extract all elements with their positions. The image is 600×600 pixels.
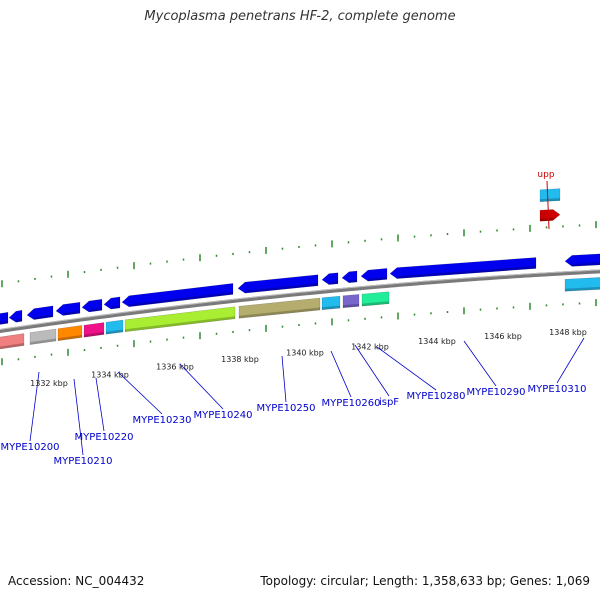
gene-arrow-minus bbox=[0, 312, 9, 325]
gene-label-leader bbox=[330, 350, 352, 398]
gene-block-inner bbox=[0, 333, 25, 350]
gene-arrow-minus-shade bbox=[329, 281, 338, 285]
gene-block-inner bbox=[57, 325, 83, 341]
gene-arrow-minus-shade bbox=[63, 310, 80, 316]
genome-backbone bbox=[0, 269, 600, 334]
gene-block-inner-shade bbox=[106, 329, 123, 335]
gene-arrow-minus bbox=[564, 253, 600, 267]
gene-label-leader bbox=[73, 378, 84, 456]
gene-block-inner bbox=[564, 277, 600, 292]
gene-arrow-minus bbox=[121, 283, 234, 308]
gene-block-inner bbox=[83, 322, 105, 338]
gene-label: ispF bbox=[379, 397, 399, 408]
gene-label: MYPE10240 bbox=[194, 410, 253, 421]
gene-block-inner-shade bbox=[343, 303, 359, 308]
gene-arrow-minus bbox=[360, 268, 388, 282]
gene-arrow-minus-shade bbox=[245, 283, 318, 294]
kbp-tick-label: 1344 kbp bbox=[418, 337, 456, 346]
gene-label-leader bbox=[556, 337, 585, 384]
gene-block-inner-shade bbox=[58, 334, 82, 341]
gene-arrow-minus bbox=[321, 272, 339, 285]
gene-block-inner-shade bbox=[362, 301, 389, 307]
gene-block-inner-shade bbox=[125, 316, 235, 332]
gene-label: MYPE10280 bbox=[407, 391, 466, 402]
upp-gene-label: upp bbox=[537, 170, 554, 180]
gene-block-inner-shade bbox=[0, 343, 24, 350]
gene-block-inner bbox=[361, 291, 390, 307]
gene-label: MYPE10250 bbox=[257, 403, 316, 414]
gene-label: MYPE10230 bbox=[133, 415, 192, 426]
gene-label-leader bbox=[29, 371, 40, 442]
gene-label: MYPE10260 bbox=[322, 398, 381, 409]
kbp-tick-label: 1336 kbp bbox=[156, 363, 194, 372]
gene-block-inner-shade bbox=[30, 338, 56, 345]
gene-arrow-minus-shade bbox=[89, 307, 102, 312]
upp-gene-arrow bbox=[539, 209, 561, 222]
gene-block-inner bbox=[342, 294, 360, 309]
gene-arrow-minus-shade bbox=[34, 314, 53, 320]
genome-backbone-highlight bbox=[0, 269, 600, 331]
gene-label: MYPE10200 bbox=[1, 442, 60, 453]
gene-block-inner bbox=[124, 306, 236, 333]
accession-text: Accession: NC_004432 bbox=[8, 574, 145, 588]
gene-arrow-minus bbox=[26, 305, 54, 320]
gene-arrow-minus-shade bbox=[16, 318, 22, 323]
kbp-tick-label: 1340 kbp bbox=[286, 348, 324, 357]
gene-arrow-minus bbox=[237, 274, 319, 294]
gene-arrow-minus bbox=[8, 310, 23, 323]
upp-gene-arrow-shade bbox=[540, 218, 553, 222]
gene-label: MYPE10210 bbox=[54, 456, 113, 467]
gene-label: MYPE10220 bbox=[75, 432, 134, 443]
gene-block-inner bbox=[321, 295, 341, 311]
gene-arrow-minus-shade bbox=[572, 262, 600, 267]
kbp-tick-label: 1348 kbp bbox=[549, 328, 587, 337]
gene-block-inner bbox=[105, 319, 124, 335]
gene-block-inner bbox=[238, 297, 321, 319]
gene-block-inner-shade bbox=[239, 307, 320, 319]
gene-block-inner-shade bbox=[322, 305, 340, 310]
upp-label-line bbox=[546, 180, 550, 230]
kbp-tick-label: 1332 kbp bbox=[30, 379, 68, 388]
kbp-tick-label: 1338 kbp bbox=[221, 355, 259, 364]
gene-label-leader bbox=[354, 344, 390, 397]
gene-label-leader bbox=[463, 340, 497, 387]
gene-label-leader bbox=[179, 363, 224, 410]
gene-arrow-minus-shade bbox=[368, 276, 387, 282]
kbp-tick-label: 1342 kbp bbox=[351, 342, 389, 351]
gene-label: MYPE10310 bbox=[528, 384, 587, 395]
gene-label-leader bbox=[95, 377, 105, 432]
gene-arrow-minus-shade bbox=[129, 291, 233, 307]
gene-block-inner-shade bbox=[565, 286, 600, 292]
gene-label: MYPE10290 bbox=[467, 387, 526, 398]
gene-block-outer-shade bbox=[540, 198, 560, 202]
gene-arrow-minus-shade bbox=[0, 320, 8, 325]
gene-arrow-minus-shade bbox=[111, 305, 120, 310]
gene-arrow-minus bbox=[55, 301, 81, 316]
gene-arrow-minus bbox=[341, 270, 358, 284]
gene-label-leader bbox=[117, 371, 163, 415]
kbp-tick-label: 1334 kbp bbox=[91, 371, 129, 380]
genome-summary-text: Topology: circular; Length: 1,358,633 bp… bbox=[260, 574, 590, 588]
gene-arrow-minus-shade bbox=[349, 279, 357, 283]
gene-label-leader bbox=[281, 355, 287, 403]
gene-arrow-minus-shade bbox=[397, 266, 536, 279]
gene-block-inner-shade bbox=[84, 332, 104, 338]
gene-block-inner bbox=[29, 328, 57, 345]
gene-arrow-minus bbox=[389, 257, 537, 279]
gene-arrow-minus bbox=[103, 296, 121, 310]
gene-label-leader bbox=[376, 346, 437, 391]
kbp-tick-label: 1346 kbp bbox=[484, 332, 522, 341]
genome-title: Mycoplasma penetrans HF-2, complete geno… bbox=[144, 9, 456, 24]
gene-arrow-minus bbox=[81, 299, 103, 313]
gene-block-outer bbox=[539, 188, 561, 202]
